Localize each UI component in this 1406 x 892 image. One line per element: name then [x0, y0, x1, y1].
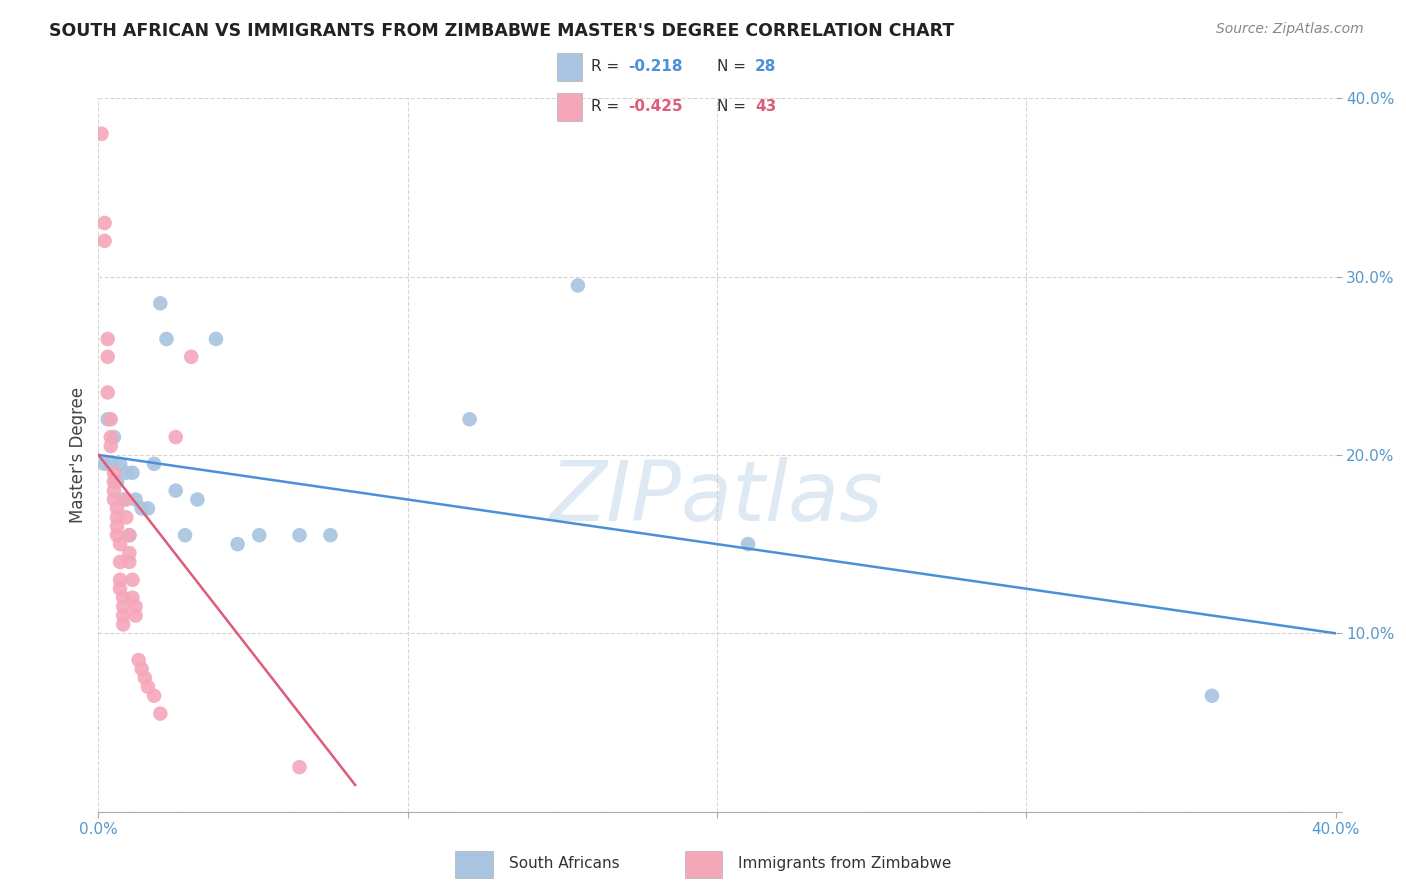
Text: South Africans: South Africans: [509, 855, 619, 871]
Point: [97, 412, 120, 426]
Point: [100, 457, 122, 471]
Point: [115, 492, 138, 507]
Point: [186, 492, 208, 507]
Point: [103, 483, 125, 498]
Point: [121, 591, 143, 605]
Point: [103, 492, 125, 507]
FancyBboxPatch shape: [685, 851, 723, 878]
Point: [112, 599, 135, 614]
Point: [128, 653, 150, 667]
Point: [124, 608, 146, 623]
Point: [105, 528, 128, 542]
Point: [93, 234, 115, 248]
Point: [118, 528, 141, 542]
Point: [288, 528, 311, 542]
Point: [100, 439, 122, 453]
Text: 28: 28: [755, 59, 776, 74]
Point: [112, 591, 135, 605]
Point: [115, 466, 138, 480]
Point: [112, 617, 135, 632]
Point: [737, 537, 759, 551]
Point: [108, 582, 131, 596]
Point: [115, 510, 138, 524]
Point: [93, 457, 115, 471]
Text: ZIPatlas: ZIPatlas: [550, 458, 884, 538]
Point: [105, 475, 128, 489]
Point: [108, 573, 131, 587]
Point: [155, 332, 177, 346]
Point: [100, 412, 122, 426]
Point: [124, 492, 146, 507]
Point: [93, 216, 115, 230]
Point: [131, 501, 153, 516]
Point: [105, 510, 128, 524]
Point: [226, 537, 249, 551]
Point: [97, 385, 120, 400]
Text: N =: N =: [717, 99, 751, 114]
Text: R =: R =: [591, 59, 624, 74]
Point: [97, 350, 120, 364]
Point: [105, 501, 128, 516]
Point: [108, 537, 131, 551]
Point: [100, 430, 122, 444]
Point: [143, 457, 166, 471]
Text: N =: N =: [717, 59, 751, 74]
Point: [205, 332, 228, 346]
Point: [143, 689, 166, 703]
Point: [108, 457, 131, 471]
Point: [103, 475, 125, 489]
Point: [149, 706, 172, 721]
Point: [567, 278, 589, 293]
Point: [288, 760, 311, 774]
Point: [103, 430, 125, 444]
Y-axis label: Master's Degree: Master's Degree: [69, 387, 87, 523]
Point: [97, 332, 120, 346]
Point: [319, 528, 342, 542]
Point: [131, 662, 153, 676]
Point: [180, 350, 202, 364]
Text: Source: ZipAtlas.com: Source: ZipAtlas.com: [1216, 22, 1364, 37]
Point: [112, 492, 135, 507]
Point: [1201, 689, 1223, 703]
FancyBboxPatch shape: [456, 851, 492, 878]
Point: [121, 466, 143, 480]
Point: [458, 412, 481, 426]
Point: [103, 466, 125, 480]
Point: [118, 528, 141, 542]
Point: [165, 430, 187, 444]
Text: R =: R =: [591, 99, 624, 114]
Point: [118, 546, 141, 560]
Point: [121, 573, 143, 587]
Point: [165, 483, 187, 498]
Point: [105, 519, 128, 533]
Text: SOUTH AFRICAN VS IMMIGRANTS FROM ZIMBABWE MASTER'S DEGREE CORRELATION CHART: SOUTH AFRICAN VS IMMIGRANTS FROM ZIMBABW…: [49, 22, 955, 40]
Point: [136, 680, 159, 694]
Text: -0.425: -0.425: [628, 99, 683, 114]
Point: [134, 671, 156, 685]
Point: [149, 296, 172, 310]
Text: Immigrants from Zimbabwe: Immigrants from Zimbabwe: [738, 855, 952, 871]
Point: [90, 127, 112, 141]
Point: [108, 555, 131, 569]
FancyBboxPatch shape: [557, 93, 582, 120]
Point: [136, 501, 159, 516]
Point: [112, 608, 135, 623]
Text: -0.218: -0.218: [628, 59, 683, 74]
Point: [124, 599, 146, 614]
Point: [247, 528, 270, 542]
Text: 43: 43: [755, 99, 776, 114]
FancyBboxPatch shape: [557, 54, 582, 81]
Point: [174, 528, 197, 542]
Point: [118, 555, 141, 569]
